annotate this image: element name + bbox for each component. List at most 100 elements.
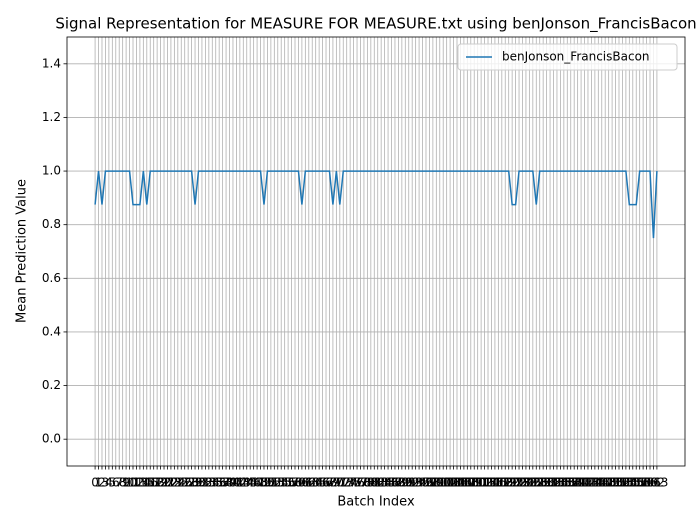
x-tick-label: 133 bbox=[542, 476, 565, 490]
y-axis-label: Mean Prediction Value bbox=[15, 179, 30, 323]
x-tick-label: 67 bbox=[318, 476, 333, 490]
x-tick-label: 149 bbox=[597, 476, 620, 490]
y-tick-label: 0.2 bbox=[42, 378, 61, 392]
legend-label: benJonson_FrancisBacon bbox=[502, 50, 650, 64]
x-tick-label: 113 bbox=[473, 476, 496, 490]
x-tick-label: 106 bbox=[449, 476, 472, 490]
x-tick-label: 56 bbox=[280, 476, 295, 490]
x-tick-label: 132 bbox=[539, 476, 562, 490]
x-tick-label: 102 bbox=[435, 476, 458, 490]
y-tick-label: 1.0 bbox=[42, 164, 61, 178]
x-tick-label: 45 bbox=[243, 476, 258, 490]
x-tick-label: 115 bbox=[480, 476, 503, 490]
x-tick-label: 147 bbox=[590, 476, 613, 490]
x-axis-label: Batch Index bbox=[337, 495, 415, 510]
x-tick-label: 119 bbox=[494, 476, 517, 490]
x-tick-label: 107 bbox=[452, 476, 475, 490]
x-tick-label: 142 bbox=[573, 476, 596, 490]
x-tick-label: 15 bbox=[139, 476, 154, 490]
x-tick-label: 31 bbox=[194, 476, 209, 490]
x-tick-label: 82 bbox=[370, 476, 385, 490]
x-tick-label: 69 bbox=[325, 476, 340, 490]
data-line bbox=[94, 170, 658, 239]
x-tick-label: 103 bbox=[439, 476, 462, 490]
x-tick-label: 159 bbox=[632, 476, 655, 490]
x-tick-label: 35 bbox=[208, 476, 223, 490]
x-tick-label: 79 bbox=[360, 476, 375, 490]
x-tick-label: 6 bbox=[112, 476, 120, 490]
x-tick-label: 126 bbox=[518, 476, 541, 490]
x-tick-label: 163 bbox=[645, 476, 668, 490]
x-tick-label: 68 bbox=[322, 476, 337, 490]
y-tick-label: 0.0 bbox=[42, 432, 61, 446]
x-tick-label: 141 bbox=[570, 476, 593, 490]
x-tick-label: 9 bbox=[122, 476, 130, 490]
x-tick-label: 148 bbox=[594, 476, 617, 490]
x-tick-label: 81 bbox=[367, 476, 382, 490]
x-tick-label: 136 bbox=[552, 476, 575, 490]
x-tick-label: 99 bbox=[429, 476, 444, 490]
x-tick-label: 143 bbox=[577, 476, 600, 490]
x-tick-label: 39 bbox=[222, 476, 237, 490]
x-tick-label: 38 bbox=[218, 476, 233, 490]
x-tick-label: 123 bbox=[508, 476, 531, 490]
x-tick-label: 96 bbox=[418, 476, 433, 490]
x-tick-label: 95 bbox=[415, 476, 430, 490]
x-tick-label: 160 bbox=[635, 476, 658, 490]
x-tick-label: 57 bbox=[284, 476, 299, 490]
x-tick-label: 151 bbox=[604, 476, 627, 490]
x-tick-label: 118 bbox=[490, 476, 513, 490]
x-tick-label: 158 bbox=[628, 476, 651, 490]
x-tick-label: 61 bbox=[298, 476, 313, 490]
x-tick-label: 85 bbox=[380, 476, 395, 490]
x-tick-label: 62 bbox=[301, 476, 316, 490]
x-tick-label: 12 bbox=[129, 476, 144, 490]
x-tick-label: 84 bbox=[377, 476, 392, 490]
x-tick-label: 80 bbox=[363, 476, 378, 490]
x-tick-label: 40 bbox=[225, 476, 240, 490]
x-tick-label: 105 bbox=[446, 476, 469, 490]
x-tick-label: 129 bbox=[528, 476, 551, 490]
x-tick-label: 51 bbox=[263, 476, 278, 490]
x-tick-label: 139 bbox=[563, 476, 586, 490]
x-tick-label: 36 bbox=[212, 476, 227, 490]
x-tick-label: 108 bbox=[456, 476, 479, 490]
x-tick-label: 22 bbox=[163, 476, 178, 490]
x-tick-label: 50 bbox=[260, 476, 275, 490]
x-tick-label: 125 bbox=[514, 476, 537, 490]
x-tick-label: 8 bbox=[119, 476, 127, 490]
x-tick-label: 49 bbox=[256, 476, 271, 490]
x-tick-label: 146 bbox=[587, 476, 610, 490]
x-tick-label: 21 bbox=[160, 476, 175, 490]
x-tick-label: 124 bbox=[511, 476, 534, 490]
x-tick-label: 13 bbox=[132, 476, 147, 490]
x-tick-label: 140 bbox=[566, 476, 589, 490]
x-tick-label: 128 bbox=[525, 476, 548, 490]
x-tick-label: 18 bbox=[149, 476, 164, 490]
x-tick-label: 70 bbox=[329, 476, 344, 490]
x-tick-label: 16 bbox=[143, 476, 158, 490]
x-tick-label: 60 bbox=[294, 476, 309, 490]
x-tick-label: 54 bbox=[274, 476, 289, 490]
x-tick-label: 91 bbox=[401, 476, 416, 490]
x-tick-label: 55 bbox=[277, 476, 292, 490]
x-tick-label: 1 bbox=[95, 476, 103, 490]
y-tick-label: 0.4 bbox=[42, 324, 61, 338]
x-tick-label: 34 bbox=[205, 476, 220, 490]
x-tick-label: 155 bbox=[618, 476, 641, 490]
x-tick-label: 78 bbox=[356, 476, 371, 490]
x-tick-label: 137 bbox=[556, 476, 579, 490]
x-tick-label: 10 bbox=[122, 476, 137, 490]
x-tick-label: 134 bbox=[546, 476, 569, 490]
x-tick-label: 43 bbox=[236, 476, 251, 490]
x-tick-label: 77 bbox=[353, 476, 368, 490]
x-tick-label: 5 bbox=[109, 476, 117, 490]
x-tick-label: 2 bbox=[98, 476, 106, 490]
x-tick-label: 76 bbox=[349, 476, 364, 490]
x-tick-label: 28 bbox=[184, 476, 199, 490]
x-tick-label: 20 bbox=[156, 476, 171, 490]
x-tick-label: 83 bbox=[374, 476, 389, 490]
x-tick-label: 122 bbox=[504, 476, 527, 490]
